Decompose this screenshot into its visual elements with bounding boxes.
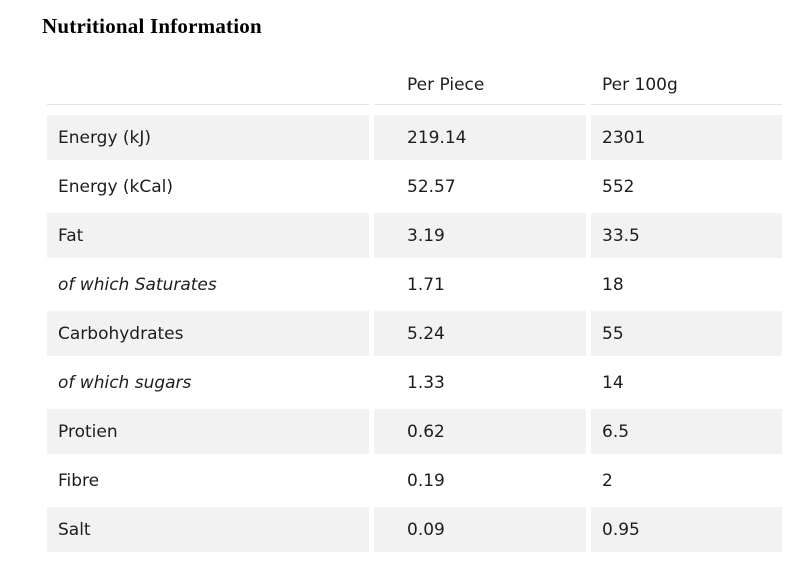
per-100g-cell: 0.95 xyxy=(591,507,782,552)
per-piece-cell: 0.62 xyxy=(374,409,586,454)
per-100g-cell: 18 xyxy=(602,274,624,295)
per-100g-cell: 2 xyxy=(602,470,613,491)
row-label-cell: of which sugars xyxy=(58,372,192,393)
per-100g-cell: 55 xyxy=(591,311,782,356)
column-header-blank xyxy=(47,39,369,105)
nutrition-table: Per Piece Per 100g Energy (kJ) 219.14 2301… xyxy=(47,39,782,552)
per-piece-cell: 1.33 xyxy=(407,372,445,393)
table-row: Protien 0.62 6.5 xyxy=(47,409,782,454)
table-header-row: Per Piece Per 100g xyxy=(47,39,782,105)
table-row: Energy (kJ) 219.14 2301 xyxy=(47,115,782,160)
row-label-cell: Salt xyxy=(47,507,369,552)
per-100g-cell: 6.5 xyxy=(591,409,782,454)
per-piece-cell: 3.19 xyxy=(374,213,586,258)
per-100g-cell: 552 xyxy=(602,176,635,197)
table-row: Fibre 0.19 2 xyxy=(47,458,782,503)
row-label-cell: Fibre xyxy=(58,470,100,491)
row-label-cell: Energy (kJ) xyxy=(47,115,369,160)
per-100g-cell: 2301 xyxy=(591,115,782,160)
per-100g-cell: 33.5 xyxy=(591,213,782,258)
row-label-cell: Protien xyxy=(47,409,369,454)
table-row: of which Saturates 1.71 18 xyxy=(47,262,782,307)
per-piece-cell: 5.24 xyxy=(374,311,586,356)
per-100g-cell: 14 xyxy=(602,372,624,393)
row-label-cell: Energy (kCal) xyxy=(58,176,174,197)
per-piece-cell: 0.19 xyxy=(407,470,445,491)
table-row: Fat 3.19 33.5 xyxy=(47,213,782,258)
row-label-cell: Carbohydrates xyxy=(47,311,369,356)
table-body: Energy (kJ) 219.14 2301 Energy (kCal) 52.57 5… xyxy=(47,115,782,552)
per-piece-cell: 219.14 xyxy=(374,115,586,160)
table-row: of which sugars 1.33 14 xyxy=(47,360,782,405)
column-header-per-100g: Per 100g xyxy=(591,39,782,105)
per-piece-cell: 52.57 xyxy=(407,176,456,197)
per-piece-cell: 1.71 xyxy=(407,274,445,295)
row-label-cell: of which Saturates xyxy=(58,274,217,295)
table-row: Carbohydrates 5.24 55 xyxy=(47,311,782,356)
row-label-cell: Fat xyxy=(47,213,369,258)
table-row: Energy (kCal) 52.57 552 xyxy=(47,164,782,209)
table-row: Salt 0.09 0.95 xyxy=(47,507,782,552)
column-header-per-piece: Per Piece xyxy=(374,39,586,105)
page-title: Nutritional Information xyxy=(42,14,262,38)
per-piece-cell: 0.09 xyxy=(374,507,586,552)
